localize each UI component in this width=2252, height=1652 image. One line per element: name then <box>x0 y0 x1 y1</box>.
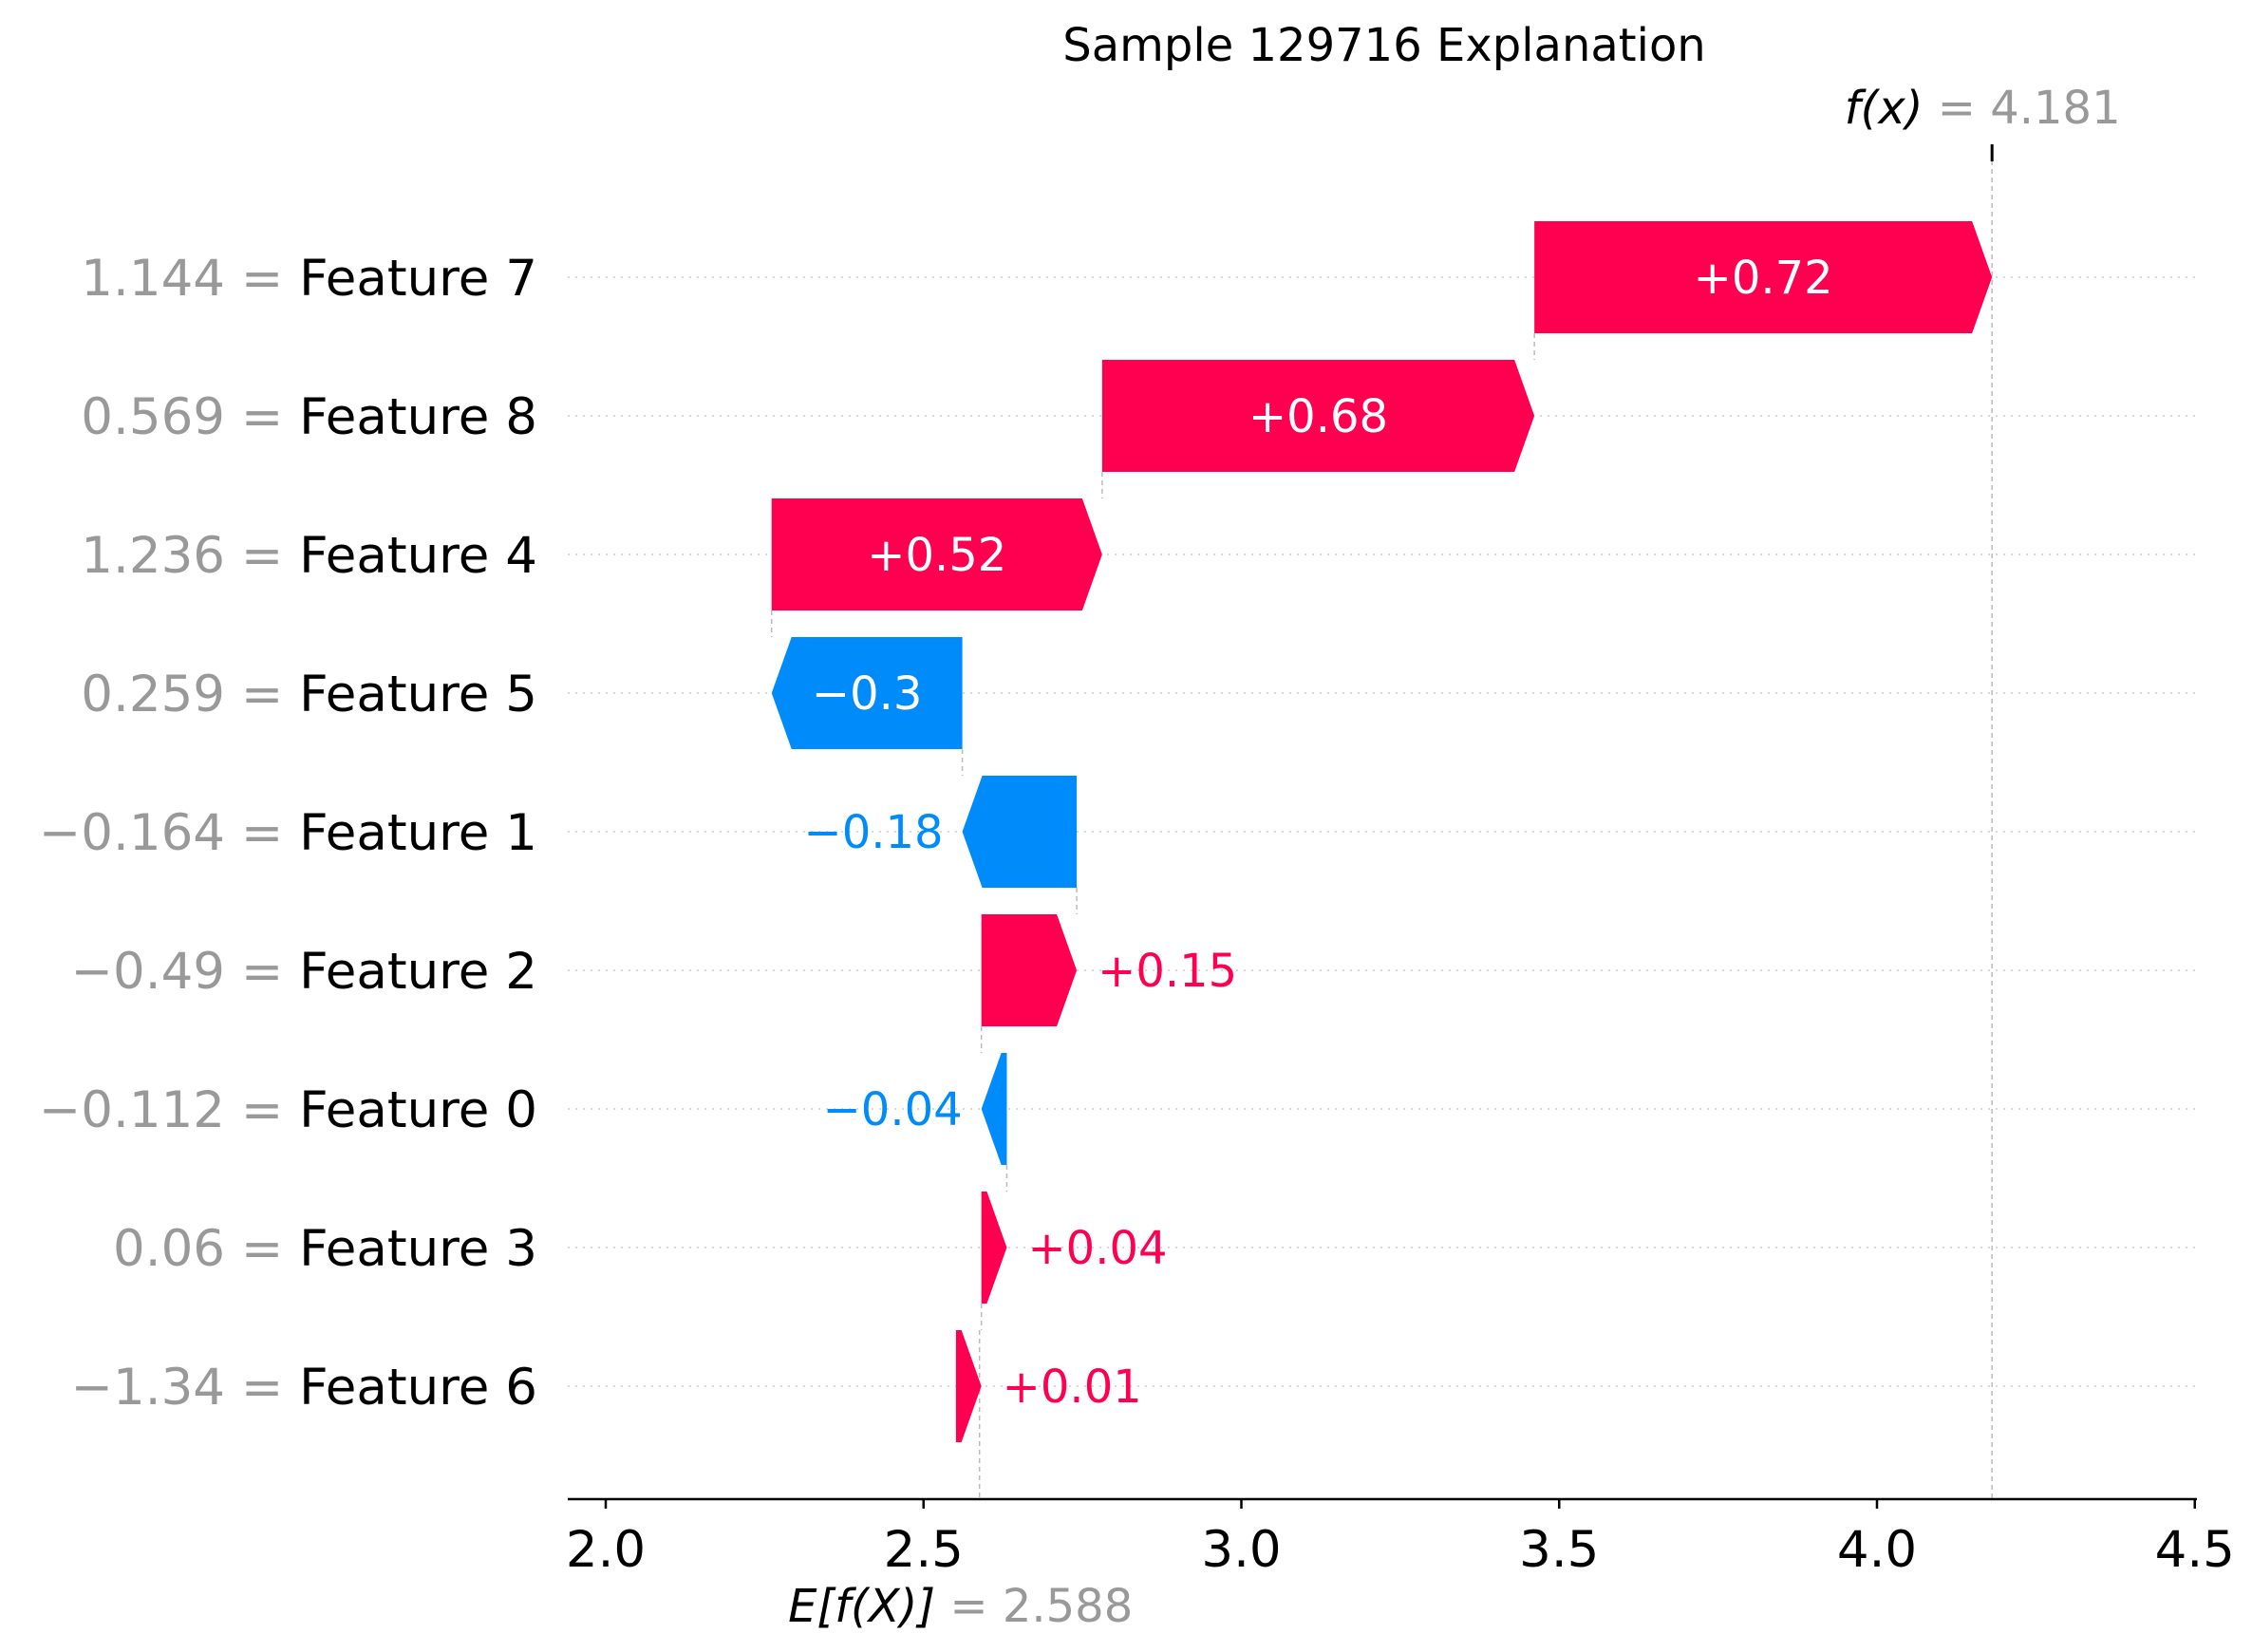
feature-label: 0.259 = Feature 5 <box>81 666 537 723</box>
positive-bar <box>771 498 1102 610</box>
positive-bar <box>981 914 1078 1026</box>
feature-label: 0.06 = Feature 3 <box>113 1220 537 1278</box>
bar-value-label: +0.04 <box>1027 1222 1167 1275</box>
feature-name: Feature 1 <box>299 804 537 862</box>
feature-name: Feature 4 <box>299 527 537 585</box>
expected-value: = 2.588 <box>949 1580 1133 1633</box>
positive-bar <box>981 1192 1007 1304</box>
feature-value: −0.112 = <box>39 1081 299 1139</box>
expected-marker: E[f(X)] = 2.588 <box>788 1580 1133 1633</box>
x-tick-label: 4.5 <box>2155 1521 2235 1579</box>
feature-name: Feature 5 <box>299 666 537 723</box>
feature-label: 1.144 = Feature 7 <box>81 250 537 308</box>
feature-value: 1.236 = <box>81 527 299 585</box>
x-tick-label: 3.0 <box>1201 1521 1281 1579</box>
x-tick-label: 2.0 <box>566 1521 646 1579</box>
output-value: = 4.181 <box>1938 82 2121 135</box>
expected-label: E[f(X)] <box>788 1580 949 1633</box>
bar-value-label: −0.04 <box>823 1083 963 1136</box>
bars: +0.72 +0.68 +0.52 −0.3 −0.18 +0.15 −0.04 +0.04 +… <box>771 221 1993 1442</box>
feature-label: 1.236 = Feature 4 <box>81 527 537 585</box>
feature-value: 0.259 = <box>81 666 299 723</box>
feature-value: −0.164 = <box>39 804 299 862</box>
bar-value-label: +0.01 <box>1003 1361 1142 1414</box>
chart-title: Sample 129716 Explanation <box>1062 19 1705 72</box>
feature-labels: 1.144 = Feature 7 0.569 = Feature 8 1.236 … <box>39 250 537 1417</box>
output-label: f(x) <box>1845 82 1938 135</box>
x-tick-label: 2.5 <box>884 1521 964 1579</box>
feature-name: Feature 8 <box>299 388 537 446</box>
connector-lines <box>770 152 1993 1499</box>
x-tick-label: 4.0 <box>1837 1521 1917 1579</box>
bar-value-label: −0.18 <box>803 806 943 859</box>
feature-name: Feature 6 <box>299 1359 537 1417</box>
x-axis: 2.0 2.5 3.0 3.5 4.0 4.5 <box>566 1497 2235 1579</box>
negative-bar <box>771 637 963 749</box>
feature-label: −1.34 = Feature 6 <box>71 1359 537 1417</box>
bar-value-label: +0.52 <box>867 529 1006 582</box>
positive-bar <box>955 1330 982 1442</box>
feature-value: −0.49 = <box>71 943 300 1001</box>
bar-value-label: +0.68 <box>1248 390 1388 443</box>
feature-label: −0.49 = Feature 2 <box>71 943 537 1001</box>
output-marker: f(x) = 4.181 <box>1845 82 2121 161</box>
feature-value: 1.144 = <box>81 250 299 308</box>
bar-value-label: −0.3 <box>812 667 923 721</box>
feature-label: −0.112 = Feature 0 <box>39 1081 537 1139</box>
feature-label: 0.569 = Feature 8 <box>81 388 537 446</box>
feature-name: Feature 7 <box>299 250 537 308</box>
output-value-label: f(x) = 4.181 <box>1845 82 2121 135</box>
positive-bar <box>1101 360 1535 472</box>
positive-bar <box>1534 221 1993 333</box>
feature-value: 0.569 = <box>81 388 299 446</box>
feature-value: 0.06 = <box>113 1220 299 1278</box>
feature-name: Feature 0 <box>299 1081 537 1139</box>
negative-bar <box>962 776 1078 888</box>
feature-name: Feature 2 <box>299 943 537 1001</box>
negative-bar <box>981 1053 1007 1165</box>
bar-value-label: +0.15 <box>1098 945 1237 998</box>
feature-label: −0.164 = Feature 1 <box>39 804 537 862</box>
bar-value-label: +0.72 <box>1694 252 1833 305</box>
expected-value-label: E[f(X)] = 2.588 <box>788 1580 1133 1633</box>
x-tick-label: 3.5 <box>1519 1521 1599 1579</box>
feature-value: −1.34 = <box>71 1359 300 1417</box>
feature-name: Feature 3 <box>299 1220 537 1278</box>
